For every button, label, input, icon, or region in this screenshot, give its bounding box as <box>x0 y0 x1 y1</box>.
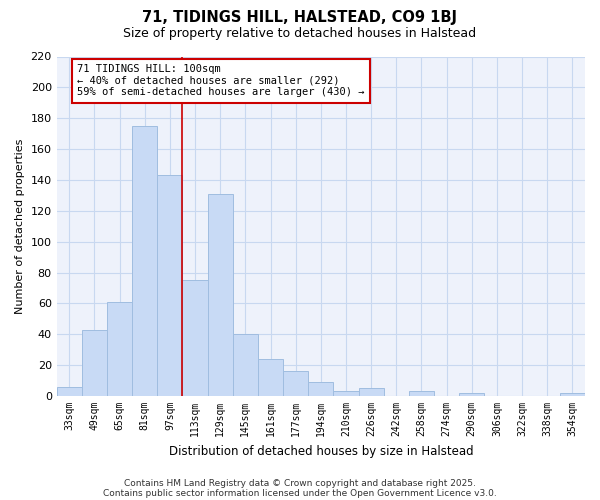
Bar <box>82 330 107 396</box>
Y-axis label: Number of detached properties: Number of detached properties <box>15 138 25 314</box>
Bar <box>157 176 182 396</box>
Bar <box>359 388 384 396</box>
Text: 71, TIDINGS HILL, HALSTEAD, CO9 1BJ: 71, TIDINGS HILL, HALSTEAD, CO9 1BJ <box>143 10 458 25</box>
Bar <box>308 382 334 396</box>
Bar <box>334 392 359 396</box>
Text: Size of property relative to detached houses in Halstead: Size of property relative to detached ho… <box>124 28 476 40</box>
X-axis label: Distribution of detached houses by size in Halstead: Distribution of detached houses by size … <box>169 444 473 458</box>
Text: Contains public sector information licensed under the Open Government Licence v3: Contains public sector information licen… <box>103 488 497 498</box>
Bar <box>459 393 484 396</box>
Bar <box>182 280 208 396</box>
Bar <box>208 194 233 396</box>
Bar <box>283 372 308 396</box>
Bar <box>56 387 82 396</box>
Bar <box>409 392 434 396</box>
Bar <box>107 302 132 396</box>
Bar <box>560 393 585 396</box>
Bar <box>233 334 258 396</box>
Bar <box>258 359 283 396</box>
Text: 71 TIDINGS HILL: 100sqm
← 40% of detached houses are smaller (292)
59% of semi-d: 71 TIDINGS HILL: 100sqm ← 40% of detache… <box>77 64 364 98</box>
Bar <box>132 126 157 396</box>
Text: Contains HM Land Registry data © Crown copyright and database right 2025.: Contains HM Land Registry data © Crown c… <box>124 478 476 488</box>
